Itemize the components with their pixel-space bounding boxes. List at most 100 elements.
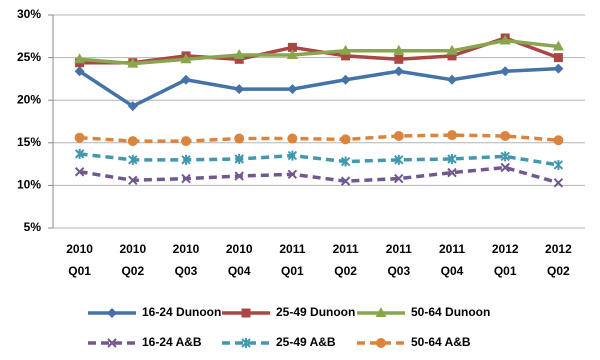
x-tick-label: 2011 Q02 bbox=[333, 242, 359, 278]
x-tick-label: 2012 Q01 bbox=[492, 242, 519, 278]
marker bbox=[500, 162, 510, 173]
legend-label: 50-64 Dunoon bbox=[411, 305, 490, 319]
series-line bbox=[79, 152, 559, 167]
marker bbox=[394, 54, 404, 64]
marker bbox=[393, 130, 404, 141]
marker bbox=[447, 130, 457, 141]
series-line bbox=[79, 133, 559, 143]
marker bbox=[234, 153, 244, 164]
series-line bbox=[79, 38, 559, 66]
x-tick-label: 2011 Q01 bbox=[279, 242, 305, 278]
marker bbox=[234, 171, 244, 181]
marker bbox=[74, 167, 85, 177]
marker bbox=[127, 136, 138, 147]
series-line bbox=[79, 165, 559, 185]
x-tick-label-line: Q04 bbox=[441, 264, 464, 278]
marker bbox=[127, 57, 139, 68]
marker bbox=[287, 42, 297, 52]
marker bbox=[447, 153, 457, 164]
marker bbox=[234, 84, 245, 95]
marker bbox=[287, 84, 298, 95]
marker bbox=[341, 51, 351, 61]
marker bbox=[447, 74, 457, 85]
marker bbox=[394, 154, 404, 165]
marker bbox=[340, 44, 352, 55]
y-tick-label: 30% bbox=[17, 7, 41, 21]
marker bbox=[181, 154, 191, 165]
x-tick-label: 2010 Q01 bbox=[66, 242, 93, 278]
marker bbox=[234, 54, 244, 64]
marker bbox=[500, 130, 511, 141]
marker bbox=[74, 66, 85, 77]
marker bbox=[340, 74, 351, 85]
y-tick-label: 10% bbox=[17, 178, 41, 192]
marker bbox=[393, 44, 405, 55]
x-tick-label-line: 2011 bbox=[279, 242, 305, 256]
marker bbox=[499, 34, 511, 45]
y-tick-label: 15% bbox=[17, 135, 41, 149]
y-tick-label: 20% bbox=[17, 92, 41, 106]
marker bbox=[181, 136, 191, 147]
x-tick-label-line: Q02 bbox=[334, 264, 357, 278]
x-tick-label-line: 2012 bbox=[545, 242, 572, 256]
marker bbox=[447, 167, 457, 178]
marker bbox=[553, 53, 563, 63]
x-tick-label: 2010 Q04 bbox=[226, 242, 253, 278]
marker bbox=[234, 133, 245, 144]
legend-label: 25-49 Dunoon bbox=[276, 305, 355, 319]
x-tick-label: 2012 Q02 bbox=[545, 242, 572, 278]
marker bbox=[233, 49, 245, 60]
legend-label: 25-49 A&B bbox=[276, 335, 336, 349]
marker bbox=[394, 173, 404, 184]
x-tick-label-line: 2011 bbox=[333, 242, 359, 256]
marker bbox=[552, 40, 564, 51]
marker bbox=[127, 101, 138, 112]
marker bbox=[74, 132, 85, 143]
x-tick-label-line: 2011 bbox=[439, 242, 465, 256]
legend-marker bbox=[241, 338, 251, 348]
marker bbox=[128, 154, 138, 165]
marker bbox=[74, 148, 85, 159]
marker bbox=[393, 66, 404, 77]
x-tick-label-line: Q01 bbox=[281, 264, 304, 278]
marker bbox=[340, 156, 351, 167]
x-tick-label-line: Q02 bbox=[121, 264, 144, 278]
marker bbox=[181, 74, 191, 85]
marker bbox=[340, 134, 351, 145]
legend-marker bbox=[375, 307, 387, 317]
marker bbox=[180, 53, 192, 64]
marker bbox=[553, 159, 564, 170]
x-tick-label-line: 2012 bbox=[492, 242, 519, 256]
y-tick-label: 25% bbox=[17, 50, 41, 64]
legend-marker bbox=[241, 308, 251, 318]
x-tick-label: 2010 Q03 bbox=[173, 242, 200, 278]
marker bbox=[287, 133, 298, 144]
x-tick-label: 2010 Q02 bbox=[119, 242, 146, 278]
legend-label: 16-24 Dunoon bbox=[142, 305, 221, 319]
marker bbox=[500, 151, 510, 162]
legend-marker bbox=[107, 308, 117, 318]
x-tick-label-line: 2011 bbox=[386, 242, 412, 256]
x-tick-label-line: Q04 bbox=[228, 264, 251, 278]
marker bbox=[287, 169, 298, 180]
x-tick-label-line: Q03 bbox=[387, 264, 410, 278]
x-tick-label-line: 2010 bbox=[66, 242, 93, 256]
x-tick-label-line: Q02 bbox=[547, 264, 570, 278]
legend-label: 16-24 A&B bbox=[142, 335, 202, 349]
legend-marker bbox=[376, 338, 386, 348]
marker bbox=[553, 135, 564, 146]
marker bbox=[553, 63, 564, 74]
marker bbox=[447, 51, 457, 61]
marker bbox=[286, 49, 298, 60]
x-tick-label-line: Q01 bbox=[494, 264, 517, 278]
marker bbox=[287, 150, 298, 161]
x-tick-label: 2011 Q03 bbox=[386, 242, 412, 278]
marker bbox=[500, 66, 511, 77]
marker bbox=[128, 175, 138, 185]
legend-label: 50-64 A&B bbox=[411, 335, 471, 349]
x-tick-label-line: 2010 bbox=[173, 242, 200, 256]
series-line bbox=[79, 36, 560, 65]
legend-marker bbox=[107, 338, 117, 348]
marker bbox=[446, 44, 458, 55]
